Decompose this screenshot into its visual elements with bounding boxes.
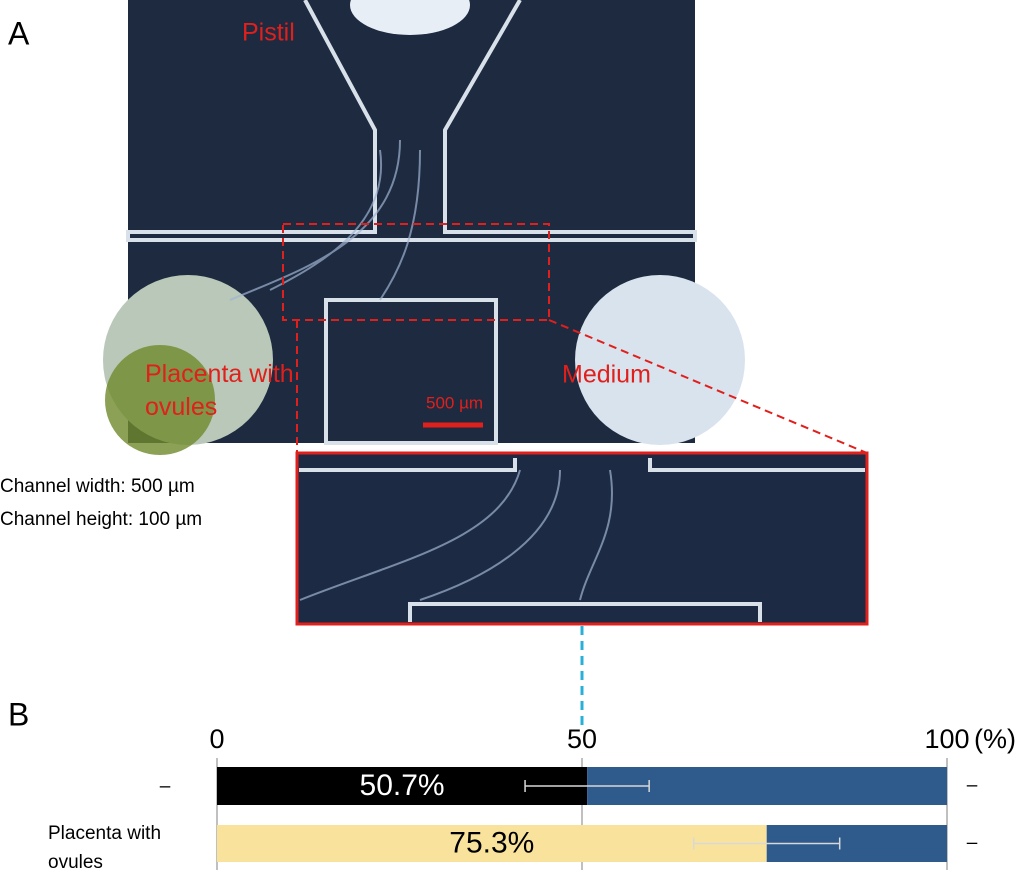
category-label: Placenta with ovules xyxy=(48,819,208,877)
x-axis-label: (%) xyxy=(974,724,1016,754)
medium-label: Medium xyxy=(562,361,651,389)
channel-height: Channel height: 100 µm xyxy=(0,505,202,534)
right-label: – xyxy=(967,775,978,796)
x-tick-label: 0 xyxy=(209,724,224,754)
panel-label: B xyxy=(8,696,29,732)
x-tick-label: 100 xyxy=(924,724,969,754)
channel-width: Channel width: 500 µm xyxy=(0,472,195,501)
value-label: 75.3% xyxy=(449,826,534,859)
right-label: – xyxy=(967,833,978,854)
panel-label: A xyxy=(8,15,30,51)
value-label: 50.7% xyxy=(360,769,445,802)
page: A Pistil Medium 500 µm B 0 50 100(%) 50.7% –… xyxy=(0,0,1025,877)
figure: A Pistil Medium 500 µm B 0 50 100(%) 50.7% –… xyxy=(0,0,1025,877)
inset xyxy=(297,453,867,624)
x-tick-label: 50 xyxy=(567,724,597,754)
pistil-label: Pistil xyxy=(242,19,295,47)
scale-label: 500 µm xyxy=(426,393,483,412)
placenta-label: Placenta with ovules xyxy=(145,358,315,424)
category-label: – xyxy=(155,772,175,801)
